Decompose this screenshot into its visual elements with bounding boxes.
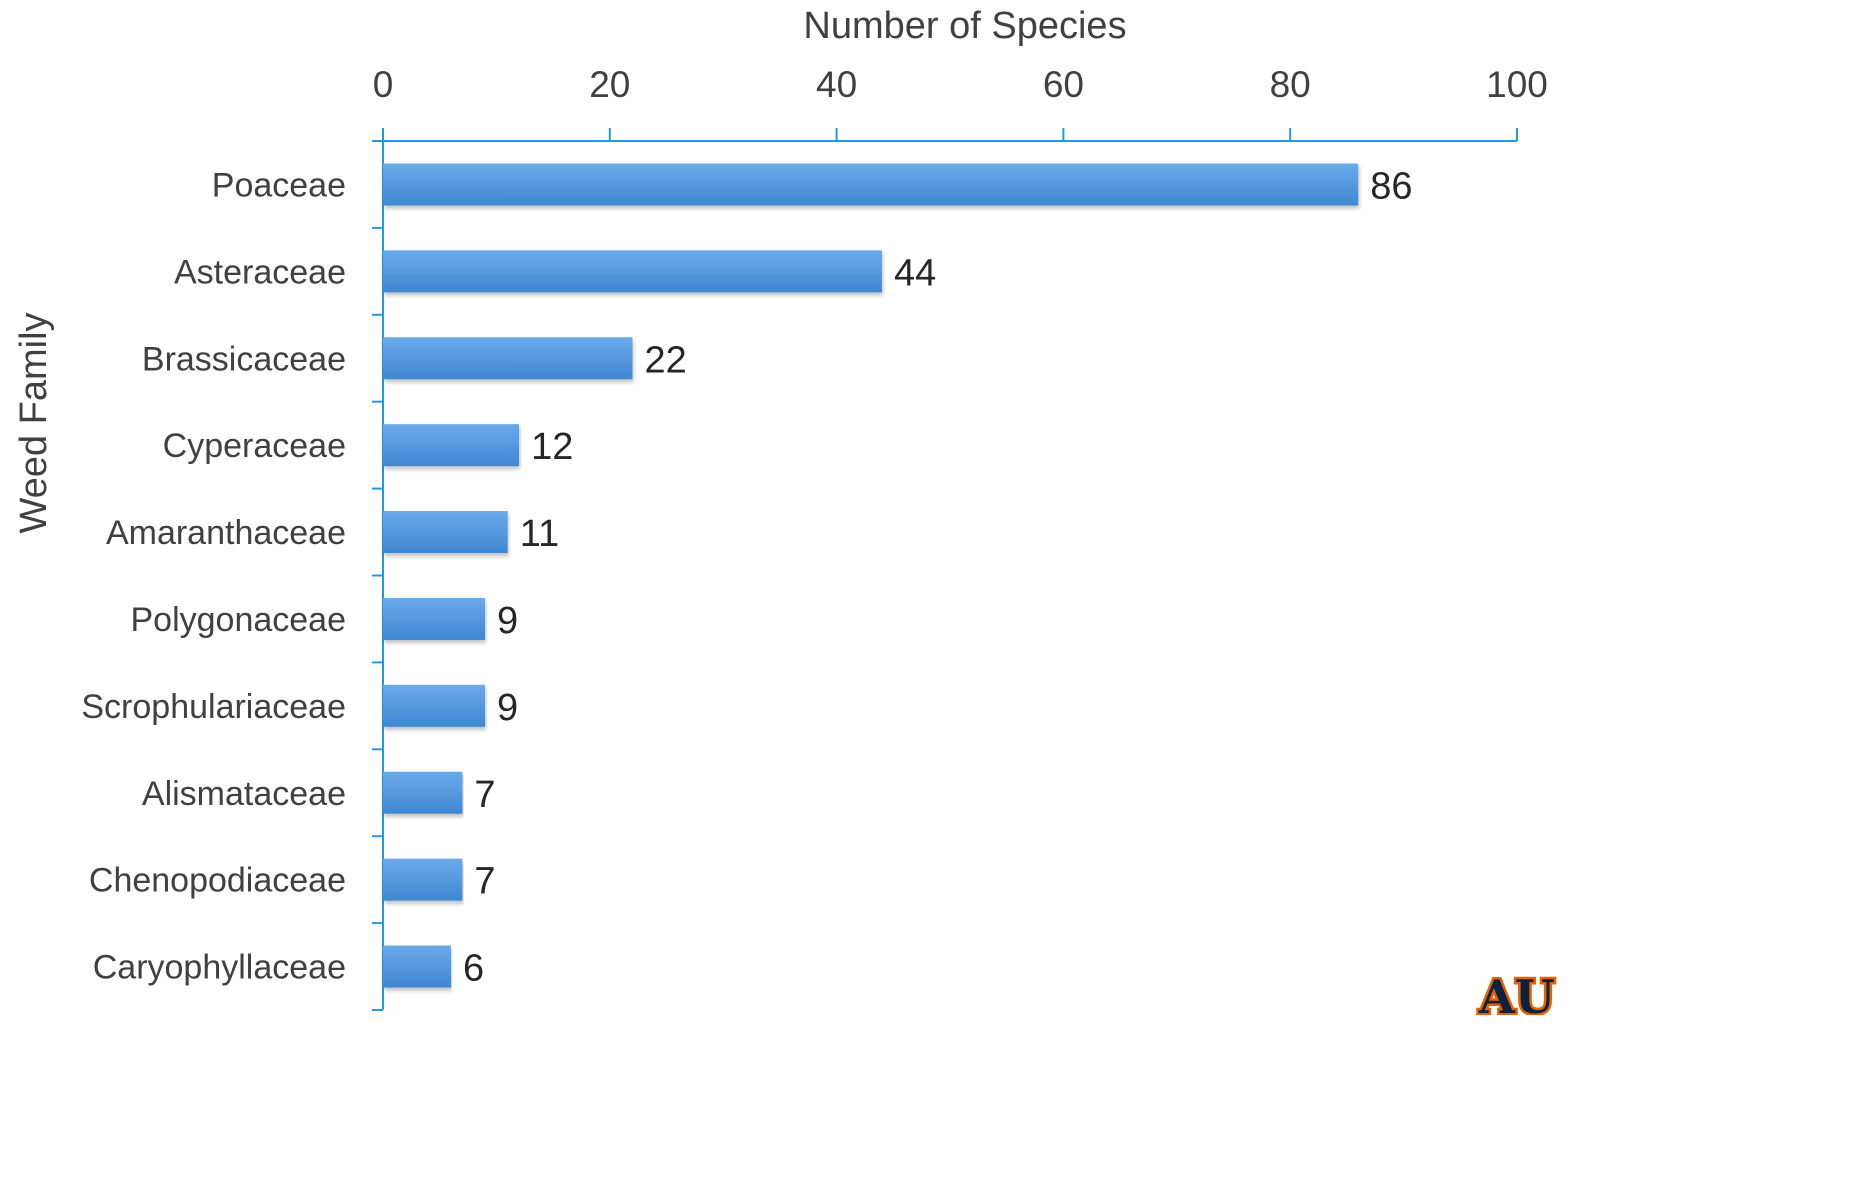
- y-axis-title: Weed Family: [13, 312, 55, 533]
- category-label: Caryophyllaceae: [93, 949, 346, 987]
- category-label: Chenopodiaceae: [89, 862, 346, 900]
- category-label: Alismataceae: [142, 775, 346, 813]
- data-label: 11: [520, 513, 559, 555]
- category-label: Asteraceae: [174, 253, 346, 291]
- data-labels: 86 44 22 12 11 9 9 7 7 6: [463, 165, 1412, 989]
- data-label: 9: [497, 687, 518, 729]
- category-label: Brassicaceae: [142, 340, 346, 378]
- x-tick-label: 80: [1270, 64, 1311, 105]
- category-labels: Poaceae Asteraceae Brassicaceae Cyperaceae A…: [81, 166, 346, 986]
- category-label: Poaceae: [212, 166, 346, 204]
- bar-amaranthaceae: [383, 511, 508, 554]
- svg-text:AU: AU: [1478, 970, 1555, 1015]
- x-axis-title: Number of Species: [803, 5, 1126, 47]
- bar-chenopodiaceae: [383, 858, 463, 901]
- y-axis-ticks: [372, 140, 383, 1011]
- bar-asteraceae: [383, 250, 882, 293]
- university-logo-icon: AU AU: [1476, 968, 1558, 1016]
- bars-group: [383, 163, 1359, 988]
- data-label: 12: [531, 426, 573, 468]
- x-tick-label: 0: [373, 64, 394, 105]
- bar-cyperaceae: [383, 424, 520, 467]
- data-label: 86: [1370, 165, 1412, 207]
- data-label: 44: [894, 252, 936, 294]
- x-tick-label: 100: [1486, 64, 1548, 105]
- bar-polygonaceae: [383, 597, 486, 640]
- category-label: Cyperaceae: [163, 427, 346, 465]
- x-tick-label: 60: [1043, 64, 1084, 105]
- data-label: 6: [463, 948, 484, 990]
- bar-alismataceae: [383, 771, 463, 814]
- data-label: 9: [497, 600, 518, 642]
- category-label: Scrophulariaceae: [81, 688, 346, 726]
- data-label: 7: [474, 861, 495, 903]
- x-axis-ticks: 0 20 40 60 80 100: [373, 64, 1548, 141]
- data-label: 22: [644, 339, 686, 381]
- category-label: Polygonaceae: [130, 601, 346, 639]
- bar-brassicaceae: [383, 337, 633, 380]
- x-tick-label: 40: [816, 64, 857, 105]
- svg-text:AU: AU: [1478, 970, 1555, 1015]
- bar-caryophyllaceae: [383, 945, 452, 988]
- bar-poaceae: [383, 163, 1359, 206]
- x-tick-label: 20: [589, 64, 630, 105]
- bar-scrophulariaceae: [383, 684, 486, 727]
- data-label: 7: [474, 774, 495, 816]
- bar-chart: Number of Species Weed Family 0 20 40 60 80 1…: [13, 5, 1558, 1016]
- category-label: Amaranthaceae: [106, 514, 346, 552]
